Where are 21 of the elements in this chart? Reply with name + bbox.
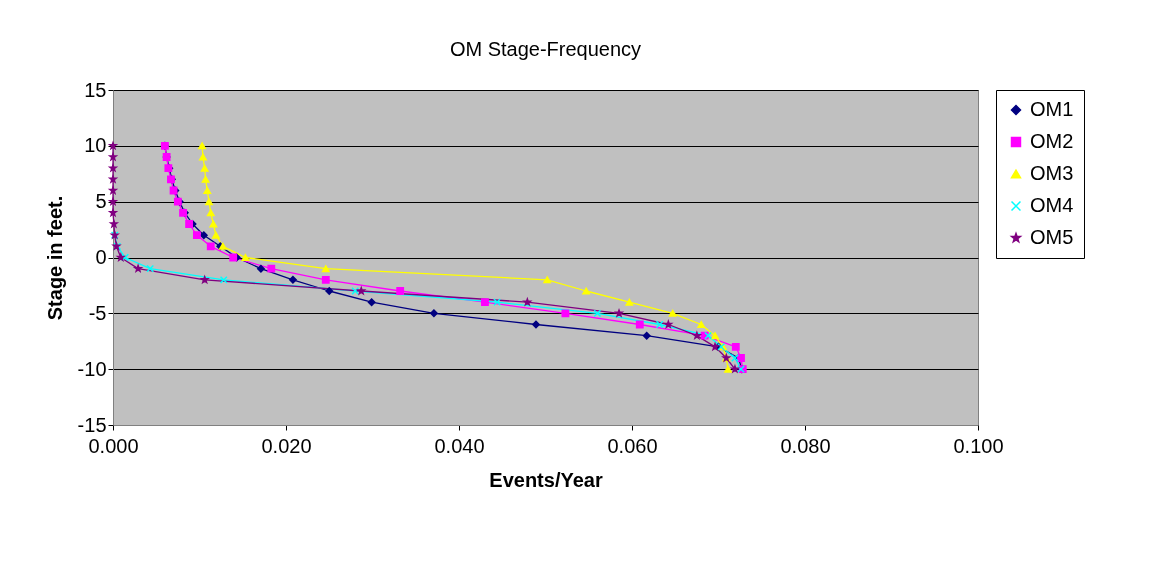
x-tick-label: 0.080 — [780, 434, 831, 457]
y-tick-label: -15 — [77, 413, 107, 436]
x-tick-label: 0.040 — [434, 434, 485, 457]
x-tick-label: 0.100 — [953, 434, 1004, 457]
x-axis-title: Events/Year — [489, 468, 603, 491]
x-tick-label: 0.060 — [607, 434, 658, 457]
y-axis-title: Stage in feet. — [43, 195, 66, 321]
y-tick-label: 10 — [84, 134, 107, 157]
y-tick-label: 0 — [95, 246, 107, 268]
y-tick-label: -5 — [88, 301, 107, 324]
legend-label: OM2 — [1030, 130, 1074, 152]
legend-label: OM1 — [1030, 98, 1074, 120]
x-tick-label: 0.020 — [261, 434, 312, 457]
y-tick-label: 15 — [84, 78, 107, 101]
y-tick-label: -10 — [77, 357, 107, 380]
y-tick-label: 5 — [95, 190, 107, 213]
legend-label: OM3 — [1030, 162, 1074, 184]
chart-title: OM Stage-Frequency — [449, 38, 642, 60]
x-tick-label: 0.000 — [88, 434, 139, 457]
legend-label: OM5 — [1030, 226, 1074, 248]
legend-label: OM4 — [1030, 194, 1074, 216]
